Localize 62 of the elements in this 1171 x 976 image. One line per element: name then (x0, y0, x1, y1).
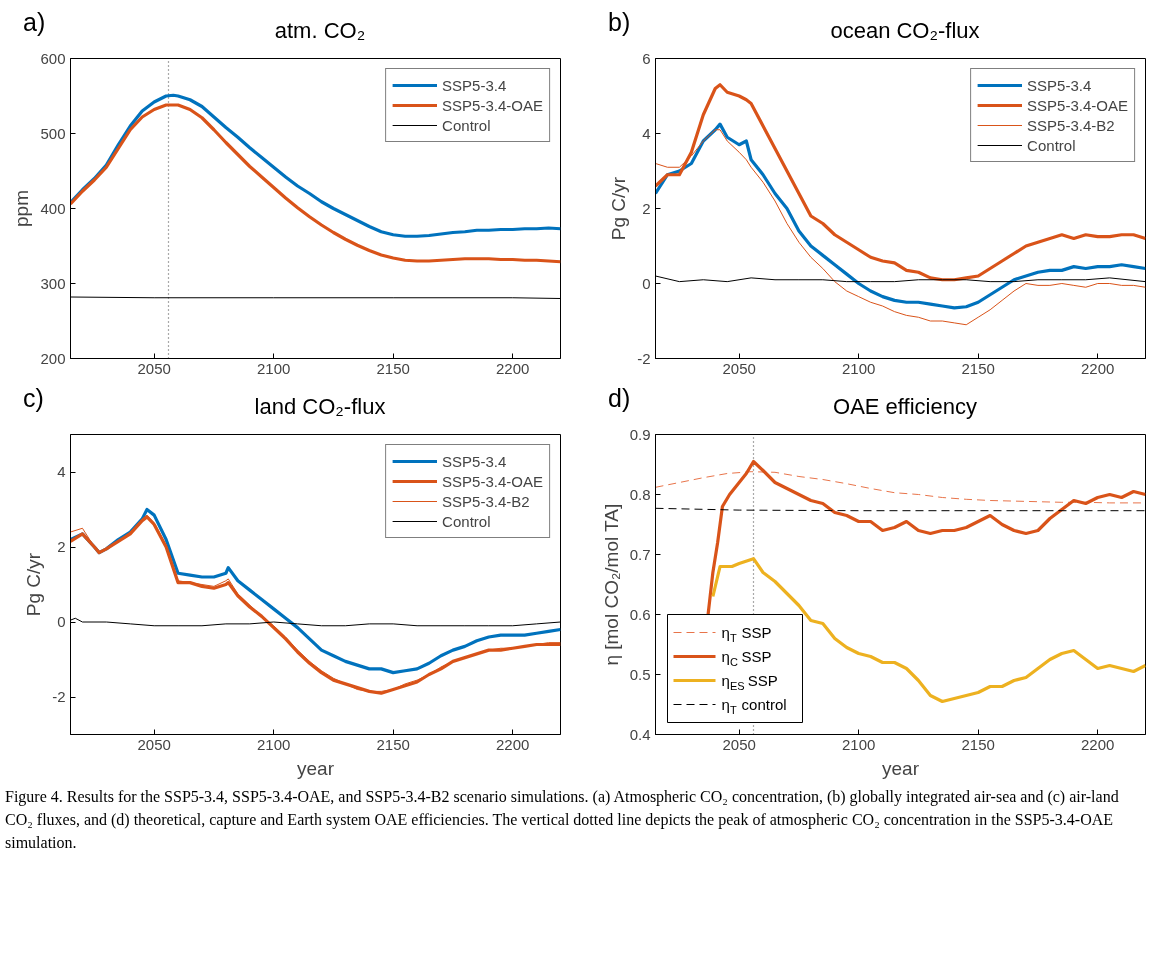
x-tick-label: 2050 (722, 359, 756, 377)
y-tick-label: 6 (642, 49, 651, 67)
y-tick-label: 0.6 (629, 605, 651, 623)
text: d) (608, 383, 631, 414)
legend-label: SSP5-3.4 (1027, 76, 1092, 94)
x-tick-label: 2050 (137, 359, 171, 377)
legend-label: Control (1027, 136, 1076, 154)
y-tick-label: 0.8 (629, 485, 651, 503)
x-axis-title: year (882, 757, 920, 779)
y-tick-label: 2 (642, 199, 651, 217)
legend-label: SSP5-3.4-OAE (442, 472, 543, 490)
y-tick-label: -2 (637, 349, 651, 367)
y-tick-label: 4 (642, 124, 651, 142)
legend-label: SSP5-3.4-B2 (1027, 116, 1115, 134)
legend-label: SSP5-3.4-B2 (442, 492, 530, 510)
x-tick-label: 2050 (722, 735, 756, 753)
text: b) (608, 7, 631, 38)
y-tick-label: -2 (52, 688, 66, 705)
y-tick-label: 400 (40, 199, 66, 217)
y-tick-label: 0.4 (629, 725, 651, 743)
chart-title: land CO₂-flux (253, 393, 387, 421)
x-tick-label: 2100 (841, 359, 876, 377)
y-axis-title: η [mol CO₂/mol TA] (600, 503, 622, 666)
legend-label: Control (442, 116, 491, 134)
x-tick-label: 2150 (961, 359, 995, 377)
y-tick-label: 300 (40, 274, 66, 292)
x-tick-label: 2100 (256, 359, 291, 377)
x-tick-label: 2150 (376, 359, 410, 377)
y-tick-label: 600 (40, 49, 66, 67)
y-tick-label: 4 (57, 463, 66, 480)
legend-label: SSP5-3.4 (442, 452, 507, 470)
y-tick-label: 200 (40, 349, 66, 367)
y-tick-label: 2 (57, 538, 66, 555)
chart-title: OAE efficiency (832, 393, 978, 421)
legend-label: Control (442, 512, 491, 530)
x-tick-label: 2200 (496, 359, 530, 377)
y-axis-title: Pg C/yr (608, 176, 630, 241)
x-tick-label: 2050 (137, 735, 171, 753)
y-tick-label: 0.9 (629, 425, 651, 443)
x-tick-label: 2150 (961, 735, 995, 753)
y-axis-title: ppm (11, 190, 33, 227)
y-tick-label: 0 (57, 613, 66, 630)
x-tick-label: 2200 (1081, 735, 1115, 753)
x-tick-label: 2200 (1081, 359, 1115, 377)
y-tick-label: 500 (40, 124, 66, 142)
y-tick-label: 0.5 (629, 665, 651, 683)
chart-title: ocean CO₂-flux (829, 17, 981, 45)
text: c) (23, 383, 44, 414)
caption: Figure 4. Results for the SSP5-3.4, SSP5-3.4-OAE, and SSP5-3.4-B2 scenario simulations. (a) Atmospheric CO₂ concentration, (b) globally integrated air-sea and (c) air-land CO₂ fluxes, and (d) theoretical, capture and Earth system OAE efficiencies. The vertical dotted line depicts the peak of atmospheric CO₂ concentration in the SSP5-3.4-OAE simulation. (5, 787, 1120, 853)
legend-label: SSP5-3.4-OAE (442, 96, 543, 114)
y-tick-label: 0.7 (629, 545, 651, 563)
x-tick-label: 2100 (256, 735, 291, 753)
x-tick-label: 2150 (376, 735, 410, 753)
x-tick-label: 2200 (496, 735, 530, 753)
x-axis-title: year (297, 757, 335, 779)
y-axis-title: Pg C/yr (23, 552, 45, 617)
x-tick-label: 2100 (841, 735, 876, 753)
chart-title: atm. CO₂ (273, 17, 367, 45)
legend-label: SSP5-3.4-OAE (1027, 96, 1128, 114)
legend-label: SSP5-3.4 (442, 76, 507, 94)
text: a) (23, 7, 46, 38)
y-tick-label: 0 (642, 274, 651, 292)
